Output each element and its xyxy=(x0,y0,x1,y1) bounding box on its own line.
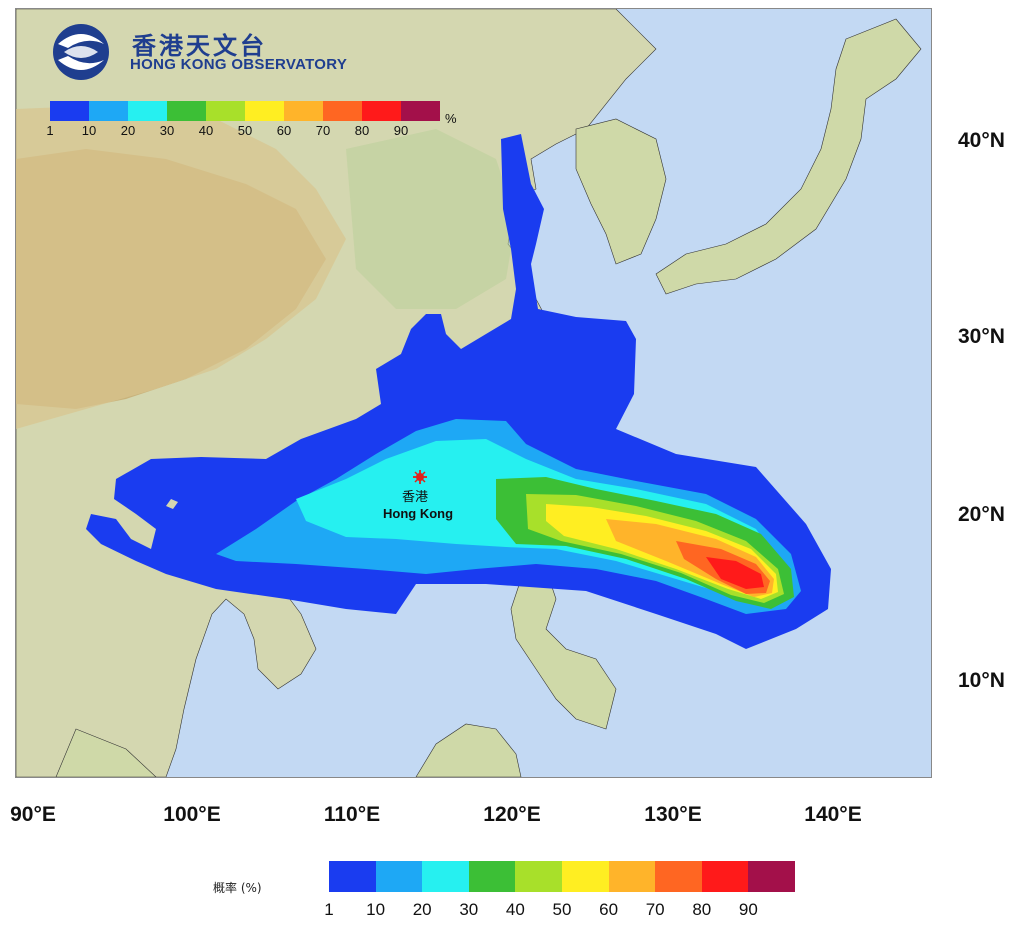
sumatra-land xyxy=(55,728,157,777)
legend-swatch xyxy=(245,101,284,121)
legend-tick-label: 70 xyxy=(645,900,665,919)
legend-tick-label: 20 xyxy=(120,123,136,138)
legend-tick-label: 80 xyxy=(692,900,712,919)
lon-label-90e: 90°E xyxy=(10,803,56,826)
legend-swatch xyxy=(655,861,702,892)
legend-swatch xyxy=(608,861,656,892)
legend-swatch xyxy=(515,861,562,892)
legend-swatch xyxy=(422,861,469,892)
legend-top-unit: % xyxy=(445,111,457,126)
observatory-emblem-icon xyxy=(53,24,109,80)
lon-label-120e: 120°E xyxy=(483,803,541,826)
legend-tick-label: 50 xyxy=(552,900,572,919)
legend-tick-label: 10 xyxy=(81,123,97,138)
legend-swatch xyxy=(561,861,609,892)
legend-swatch xyxy=(401,101,440,121)
highland-terrain xyxy=(16,104,346,429)
legend-tick-label: 1 xyxy=(46,123,54,138)
legend-tick-label: 40 xyxy=(505,900,525,919)
lat-label-10n: 10°N xyxy=(958,669,1005,692)
hong-kong-label-cn: 香港 xyxy=(402,490,429,505)
legend-top-colorbar xyxy=(50,101,470,121)
contour-80pct xyxy=(706,557,764,589)
legend-bottom-colorbar xyxy=(329,861,799,892)
lon-label-140e: 140°E xyxy=(804,803,862,826)
legend-swatch xyxy=(329,861,376,892)
lon-label-110e: 110°E xyxy=(323,803,381,826)
legend-tick-label: 90 xyxy=(393,123,409,138)
legend-swatch xyxy=(167,101,206,121)
legend-tick-label: 10 xyxy=(366,900,386,919)
legend-bottom-title: 概率 (%) xyxy=(213,881,262,895)
philippines-land xyxy=(510,568,617,730)
legend-tick-label: 40 xyxy=(198,123,214,138)
legend-swatch xyxy=(323,101,362,121)
legend-top: 1 10 20 30 40 50 60 70 80 90 % xyxy=(46,101,470,139)
legend-swatch xyxy=(375,861,423,892)
hong-kong-label-en: Hong Kong xyxy=(383,506,454,521)
legend-swatch xyxy=(748,861,795,892)
logo-name-cn: 香港天文台 xyxy=(132,32,267,60)
legend-bottom-ticks: 1 10 20 30 40 50 60 70 80 90 xyxy=(324,892,799,919)
hong-kong-marker-icon xyxy=(413,470,427,484)
legend-tick-label: 70 xyxy=(315,123,331,138)
lon-label-100e: 100°E xyxy=(163,803,221,826)
legend-swatch xyxy=(468,861,516,892)
legend-tick-label: 1 xyxy=(324,900,334,919)
legend-tick-label: 60 xyxy=(276,123,292,138)
legend-bottom: 1 10 20 30 40 50 60 70 80 90 xyxy=(324,861,799,919)
lat-label-40n: 40°N xyxy=(958,129,1005,152)
lon-label-130e: 130°E xyxy=(644,803,702,826)
lat-label-20n: 20°N xyxy=(958,503,1005,526)
legend-swatch xyxy=(701,861,749,892)
legend-swatch xyxy=(50,101,89,121)
legend-top-ticks: 1 10 20 30 40 50 60 70 80 90 xyxy=(46,121,470,139)
borneo-land xyxy=(415,723,522,777)
logo-name-en: HONG KONG OBSERVATORY xyxy=(130,56,348,73)
legend-swatch xyxy=(89,101,128,121)
legend-tick-label: 30 xyxy=(459,900,479,919)
korea-land xyxy=(575,118,667,265)
green-lowland xyxy=(346,129,516,309)
legend-tick-label: 60 xyxy=(599,900,619,919)
legend-tick-label: 30 xyxy=(159,123,175,138)
legend-tick-label: 90 xyxy=(738,900,758,919)
japan-land xyxy=(655,18,922,295)
legend-swatch xyxy=(284,101,323,121)
lat-label-30n: 30°N xyxy=(958,325,1005,348)
legend-tick-label: 50 xyxy=(237,123,253,138)
legend-swatch xyxy=(206,101,245,121)
observatory-logo: 香港天文台 HONG KONG OBSERVATORY xyxy=(46,22,376,82)
legend-swatch xyxy=(128,101,167,121)
legend-tick-label: 80 xyxy=(354,123,370,138)
legend-swatch xyxy=(362,101,401,121)
map-canvas xyxy=(16,9,931,777)
legend-tick-label: 20 xyxy=(412,900,432,919)
probability-map xyxy=(15,8,932,778)
